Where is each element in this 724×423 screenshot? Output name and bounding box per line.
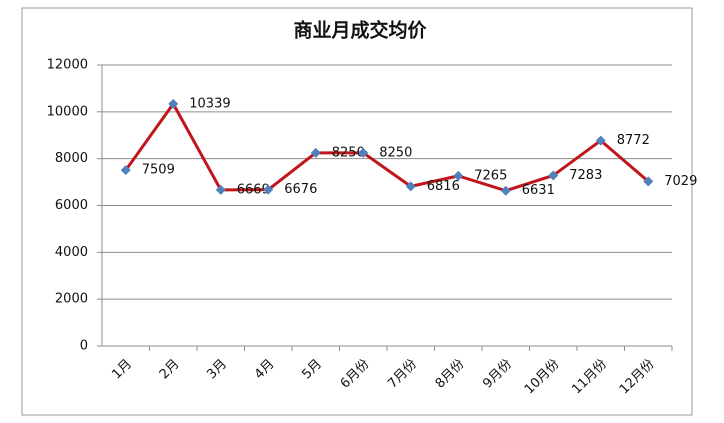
data-label: 7283 <box>569 168 602 183</box>
data-point <box>595 135 606 146</box>
y-tick-label: 2000 <box>55 292 88 307</box>
data-point <box>500 185 511 196</box>
data-point <box>168 98 179 109</box>
data-point <box>453 170 464 181</box>
data-label: 6669 <box>237 182 270 197</box>
data-label: 8250 <box>379 145 412 160</box>
data-point <box>310 147 321 158</box>
data-line <box>124 102 650 193</box>
data-label: 8250 <box>332 145 365 160</box>
data-point <box>405 181 416 192</box>
data-point <box>263 184 274 195</box>
y-tick-label: 6000 <box>55 198 88 213</box>
data-point <box>358 147 369 158</box>
data-point <box>215 184 226 195</box>
data-label: 6676 <box>284 182 317 197</box>
chart-title: 商业月成交均价 <box>293 19 427 42</box>
y-tick-label: 12000 <box>47 58 88 73</box>
y-tick-label: 0 <box>80 339 88 354</box>
data-point <box>643 176 654 187</box>
data-label: 7029 <box>664 174 697 189</box>
y-tick-label: 8000 <box>55 151 88 166</box>
data-label: 10339 <box>189 96 230 111</box>
y-tick-label: 10000 <box>47 104 88 119</box>
data-label: 8772 <box>617 133 650 148</box>
data-point <box>120 165 131 176</box>
data-label: 7509 <box>142 163 175 178</box>
y-tick-label: 4000 <box>55 245 88 260</box>
chart-frame <box>21 7 693 416</box>
data-label: 6816 <box>427 179 460 194</box>
data-point <box>548 170 559 181</box>
data-label: 7265 <box>474 168 507 183</box>
data-label: 6631 <box>522 183 555 198</box>
